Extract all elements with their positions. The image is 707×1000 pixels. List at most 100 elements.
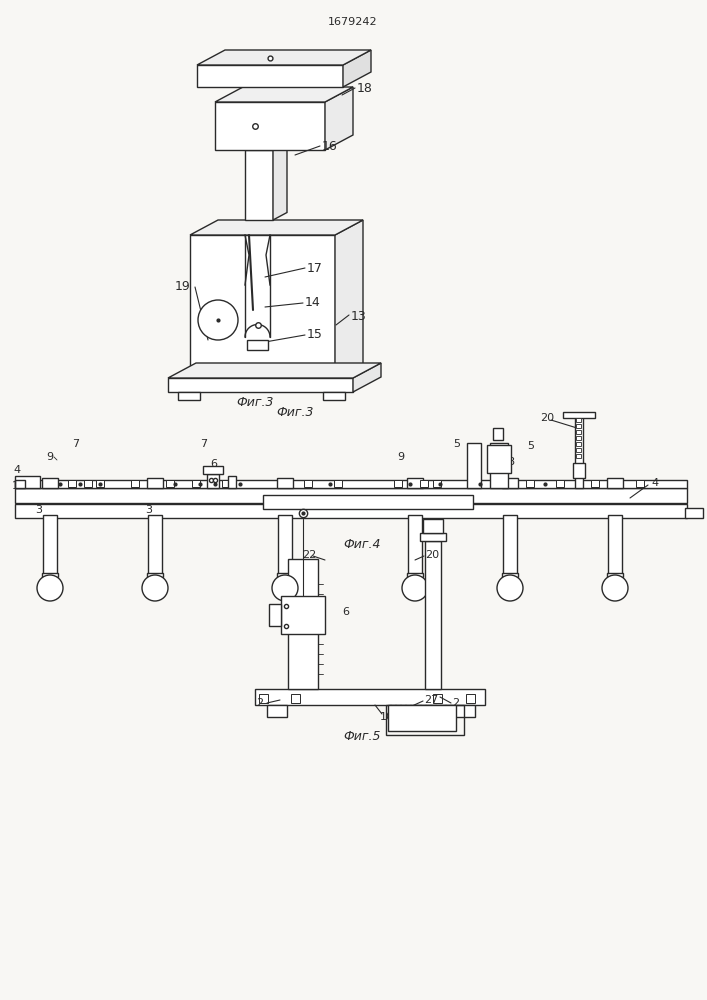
Text: 8: 8 (507, 457, 514, 467)
Bar (15, 476, 40, 488)
Text: Фиг.4: Фиг.4 (344, 538, 381, 552)
Bar (420, 533, 446, 541)
Bar (42, 478, 58, 488)
Bar (526, 480, 534, 487)
Bar (334, 480, 342, 487)
Polygon shape (335, 220, 363, 380)
Bar (576, 418, 581, 422)
Text: Фиг.3: Фиг.3 (276, 406, 314, 420)
Polygon shape (325, 87, 353, 150)
Polygon shape (353, 363, 381, 392)
Bar (147, 478, 163, 488)
Bar (277, 478, 293, 488)
Bar (15, 504, 687, 518)
Bar (190, 235, 335, 380)
Bar (263, 495, 473, 509)
Text: 1679242: 1679242 (328, 17, 378, 27)
Bar (493, 428, 503, 440)
Bar (455, 705, 475, 717)
Bar (487, 445, 511, 473)
Bar (685, 508, 703, 518)
Polygon shape (168, 363, 381, 378)
Bar (433, 480, 441, 487)
Bar (466, 694, 475, 703)
Text: 6: 6 (342, 607, 349, 617)
Bar (245, 150, 273, 220)
Text: 10: 10 (380, 712, 394, 722)
Circle shape (37, 575, 63, 601)
Text: 18: 18 (357, 82, 373, 95)
Bar (192, 480, 200, 487)
Bar (222, 480, 230, 487)
Circle shape (497, 575, 523, 601)
Bar (576, 448, 581, 452)
Bar (288, 559, 318, 689)
Bar (575, 416, 583, 488)
Text: 13: 13 (351, 310, 367, 324)
Text: 4: 4 (651, 478, 658, 488)
Bar (576, 454, 581, 458)
Text: 7: 7 (72, 439, 79, 449)
Bar (84, 480, 92, 487)
Bar (563, 412, 595, 418)
Bar (15, 480, 25, 488)
Text: 4: 4 (13, 465, 20, 475)
Text: 9: 9 (397, 452, 404, 462)
Bar (281, 596, 325, 634)
Bar (168, 378, 353, 392)
Bar (197, 65, 343, 87)
Bar (502, 478, 518, 488)
Bar (388, 705, 456, 731)
Bar (467, 443, 481, 488)
Circle shape (272, 575, 298, 601)
Bar (31, 480, 39, 487)
Bar (386, 705, 464, 735)
Bar (408, 515, 422, 575)
Text: 3: 3 (145, 505, 152, 515)
Bar (68, 480, 76, 487)
Polygon shape (343, 50, 371, 87)
Bar (407, 573, 423, 577)
Bar (607, 478, 623, 488)
Bar (573, 463, 585, 478)
Bar (471, 480, 479, 487)
Bar (43, 515, 57, 575)
Bar (323, 392, 345, 400)
Text: 19: 19 (175, 280, 191, 294)
Bar (608, 515, 622, 575)
Bar (203, 466, 223, 474)
Bar (423, 519, 443, 533)
Text: 16: 16 (322, 139, 338, 152)
Bar (420, 480, 428, 487)
Bar (278, 515, 292, 575)
Text: 27: 27 (424, 695, 438, 705)
Polygon shape (215, 87, 353, 102)
Bar (15, 488, 687, 503)
Bar (556, 480, 564, 487)
Bar (425, 541, 441, 689)
Bar (277, 573, 293, 577)
Text: 14: 14 (305, 296, 321, 310)
Bar (304, 480, 312, 487)
Bar (96, 480, 104, 487)
Bar (576, 424, 581, 428)
Bar (259, 694, 268, 703)
Text: 20: 20 (425, 550, 439, 560)
Bar (228, 476, 236, 488)
Bar (148, 515, 162, 575)
Bar (407, 478, 423, 488)
Circle shape (402, 575, 428, 601)
Bar (503, 515, 517, 575)
Bar (255, 689, 485, 705)
Text: 17: 17 (307, 261, 323, 274)
Bar (207, 474, 219, 488)
Bar (490, 443, 508, 488)
Bar (576, 436, 581, 440)
Bar (269, 604, 281, 626)
Bar (394, 480, 402, 487)
Bar (576, 442, 581, 446)
Polygon shape (273, 142, 287, 220)
Bar (166, 480, 174, 487)
Text: 22: 22 (302, 550, 316, 560)
Text: Фиг.5: Фиг.5 (344, 730, 381, 744)
